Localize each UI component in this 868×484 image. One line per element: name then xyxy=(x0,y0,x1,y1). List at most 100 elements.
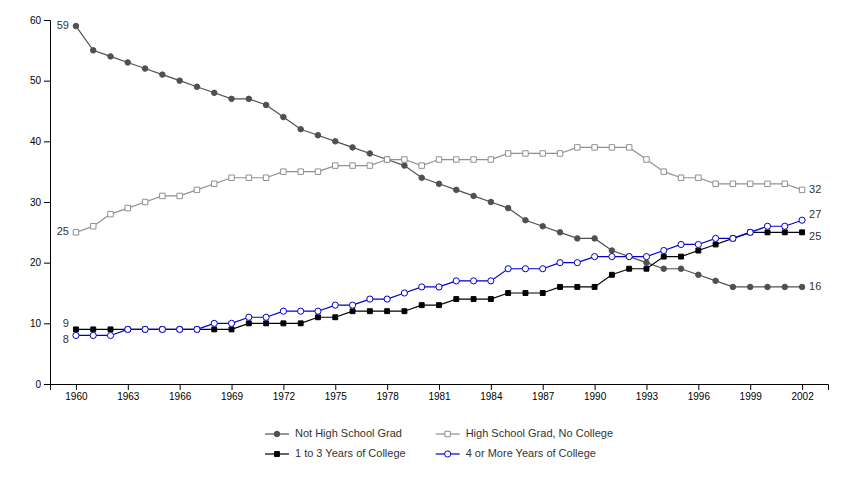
tick-label: 10 xyxy=(30,318,42,329)
point xyxy=(160,72,166,78)
point xyxy=(627,266,632,271)
point xyxy=(333,139,339,145)
point xyxy=(488,297,493,302)
annotation: 25 xyxy=(809,230,821,242)
point xyxy=(696,272,702,278)
point xyxy=(470,278,476,284)
point xyxy=(194,326,200,332)
point xyxy=(402,163,408,169)
point xyxy=(177,327,182,332)
point xyxy=(367,151,373,157)
point xyxy=(160,193,165,198)
point xyxy=(505,266,511,272)
point xyxy=(609,254,615,260)
point xyxy=(747,181,752,186)
point xyxy=(280,308,286,314)
point xyxy=(228,320,234,326)
point xyxy=(523,151,528,156)
point xyxy=(436,181,442,187)
point xyxy=(696,175,701,180)
legend-label: 1 to 3 Years of College xyxy=(295,447,406,459)
tick-mark xyxy=(543,384,544,390)
tick-label: 1984 xyxy=(480,391,503,402)
point xyxy=(643,254,649,260)
y-axis: 0102030405060 xyxy=(30,15,51,390)
legend-label: High School Grad, No College xyxy=(466,427,613,439)
point xyxy=(212,181,217,186)
point xyxy=(281,169,286,174)
series xyxy=(73,145,805,235)
point xyxy=(229,96,235,102)
point xyxy=(246,96,252,102)
point xyxy=(419,175,425,181)
legend: Not High School Grad High School Grad, No… xyxy=(265,427,613,459)
point xyxy=(298,308,304,314)
tick: 10 xyxy=(30,318,50,329)
point xyxy=(523,217,529,223)
series xyxy=(73,217,805,338)
point xyxy=(661,266,667,272)
point xyxy=(315,169,320,174)
plot-area: 1960196319661969197219751978198119841987… xyxy=(30,15,829,402)
point xyxy=(730,236,735,241)
point xyxy=(246,314,252,320)
tick: 40 xyxy=(30,136,50,147)
point xyxy=(160,327,165,332)
tick-mark xyxy=(128,384,129,390)
tick: 60 xyxy=(30,15,50,26)
tick: 20 xyxy=(30,257,50,268)
tick-label: 1999 xyxy=(740,391,763,402)
point xyxy=(522,266,528,272)
point xyxy=(90,332,96,338)
point xyxy=(108,54,114,60)
tick-label: 1966 xyxy=(169,391,192,402)
point xyxy=(263,102,269,108)
point xyxy=(384,157,389,162)
point xyxy=(765,230,770,235)
tick-label: 1969 xyxy=(221,391,244,402)
point xyxy=(211,90,217,96)
tick-label: 1960 xyxy=(65,391,88,402)
tick-mark xyxy=(180,384,181,390)
point xyxy=(453,278,459,284)
series-line xyxy=(76,26,802,287)
point xyxy=(194,84,200,90)
point xyxy=(764,223,770,229)
tick-mark xyxy=(646,384,647,390)
point xyxy=(471,297,476,302)
point xyxy=(661,247,667,253)
x-axis: 1960196319661969197219751978198119841987… xyxy=(51,384,829,402)
point xyxy=(488,199,494,205)
point xyxy=(142,326,148,332)
point xyxy=(125,60,131,66)
point xyxy=(592,145,597,150)
point xyxy=(298,169,303,174)
point xyxy=(298,126,304,132)
legend-item: Not High School Grad xyxy=(265,427,402,439)
point xyxy=(264,321,269,326)
point xyxy=(782,230,787,235)
point xyxy=(713,235,719,241)
point xyxy=(402,309,407,314)
point xyxy=(765,284,771,290)
point xyxy=(90,48,96,54)
point xyxy=(713,278,719,284)
point xyxy=(246,321,251,326)
point xyxy=(349,302,355,308)
point xyxy=(419,163,424,168)
series-line xyxy=(76,220,802,335)
point xyxy=(367,163,372,168)
chart: 1960196319661969197219751978198119841987… xyxy=(0,0,868,484)
point xyxy=(454,187,460,193)
tick: 30 xyxy=(30,197,50,208)
point xyxy=(488,157,493,162)
point xyxy=(281,321,286,326)
point xyxy=(108,211,113,216)
point xyxy=(401,290,407,296)
tick-label: 1990 xyxy=(584,391,607,402)
point xyxy=(523,291,528,296)
tick-label: 60 xyxy=(30,15,42,26)
point xyxy=(73,230,78,235)
point xyxy=(661,169,666,174)
point xyxy=(195,327,200,332)
